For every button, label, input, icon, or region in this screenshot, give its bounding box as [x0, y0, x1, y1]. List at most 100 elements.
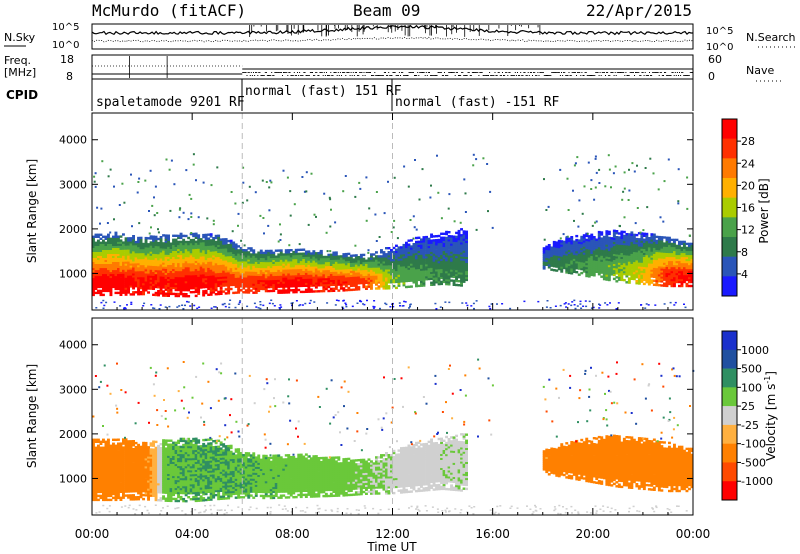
- power-cell: [304, 274, 308, 277]
- power-cell: [375, 259, 378, 262]
- power-cell: [387, 257, 391, 260]
- power-cell: [254, 285, 258, 288]
- power-cell: [152, 265, 155, 268]
- power-cell: [162, 244, 165, 247]
- power-cell: [142, 242, 145, 246]
- power-cell: [425, 237, 428, 241]
- power-cell: [349, 276, 353, 279]
- power-cell: [149, 253, 153, 256]
- nave-point: [309, 72, 311, 73]
- power-cell: [587, 249, 591, 252]
- power-cell: [144, 281, 148, 284]
- power-cell: [129, 247, 133, 250]
- power-cell: [217, 292, 221, 296]
- power-cell: [209, 293, 213, 296]
- power-cell: [319, 276, 323, 279]
- power-cell: [179, 274, 183, 278]
- power-cell: [410, 275, 413, 278]
- power-cell: [447, 245, 451, 248]
- power-cell: [557, 247, 561, 251]
- power-cell: [167, 292, 170, 295]
- power-cell: [107, 245, 110, 248]
- nave-point: [373, 75, 375, 76]
- power-cell: [209, 269, 213, 272]
- power-cell: [352, 284, 356, 287]
- power-cell: [219, 282, 223, 285]
- power-cell: [217, 234, 221, 237]
- power-cell: [322, 269, 326, 273]
- power-cell: [380, 265, 383, 268]
- power-cell: [637, 264, 641, 267]
- power-cell: [214, 268, 218, 272]
- power-cell: [610, 255, 614, 258]
- power-cell: [435, 251, 438, 254]
- power-cell: [615, 266, 619, 269]
- power-cell: [410, 245, 413, 248]
- power-cell: [327, 279, 331, 283]
- power-cell: [400, 264, 403, 267]
- power-cell: [159, 286, 163, 289]
- power-cell: [324, 275, 328, 279]
- power-cell: [324, 259, 328, 263]
- power-cell: [545, 257, 549, 260]
- power-cell: [370, 271, 373, 274]
- power-cell: [352, 266, 356, 269]
- power-cell: [147, 263, 150, 266]
- power-cell: [142, 290, 145, 294]
- power-cell: [197, 264, 201, 267]
- power-cell: [94, 263, 98, 266]
- power-cell: [452, 251, 456, 254]
- power-cell: [219, 262, 223, 265]
- power-cell: [359, 267, 363, 271]
- power-cell: [422, 270, 426, 273]
- power-cell: [332, 283, 336, 286]
- power-cell: [144, 247, 148, 250]
- power-cell: [124, 261, 128, 264]
- power-cell: [385, 259, 388, 262]
- power-cell: [177, 284, 180, 288]
- power-cell: [565, 253, 569, 256]
- power-cell: [149, 257, 153, 260]
- power-cell: [104, 285, 108, 289]
- power-cell: [147, 259, 150, 262]
- power-cell: [660, 248, 664, 251]
- power-cell: [269, 253, 273, 257]
- power-cell: [457, 270, 461, 273]
- power-cell: [164, 246, 168, 249]
- power-cell: [182, 272, 186, 276]
- power-cell: [299, 268, 303, 272]
- power-cell: [412, 281, 416, 284]
- power-cell: [314, 252, 318, 255]
- power-cell: [457, 284, 461, 287]
- power-cell: [322, 281, 326, 285]
- power-cell: [397, 280, 401, 283]
- power-cell: [189, 291, 193, 294]
- power-cell: [365, 271, 368, 274]
- power-cell: [465, 258, 468, 261]
- power-cell: [107, 275, 110, 279]
- power-cell: [304, 250, 308, 253]
- power-cell: [174, 280, 178, 284]
- power-cell: [182, 292, 186, 296]
- nave-point: [687, 75, 689, 76]
- power-cell: [327, 273, 331, 277]
- power-cell: [124, 265, 128, 268]
- nave-point: [274, 72, 276, 73]
- power-cell: [575, 261, 579, 264]
- power-cell: [164, 272, 168, 275]
- power-cell: [117, 257, 120, 260]
- power-cell: [627, 241, 631, 244]
- power-cell: [114, 263, 118, 266]
- power-cell: [144, 287, 148, 290]
- power-cell: [572, 254, 576, 257]
- power-cell: [109, 247, 113, 250]
- power-cell: [359, 257, 363, 261]
- power-cell: [229, 275, 233, 279]
- power-cell: [144, 253, 148, 256]
- power-cell: [162, 282, 165, 285]
- nave-point: [636, 72, 638, 73]
- power-cell: [202, 272, 206, 275]
- power-cell: [663, 274, 666, 277]
- power-cell: [237, 269, 241, 272]
- power-cell: [550, 250, 554, 253]
